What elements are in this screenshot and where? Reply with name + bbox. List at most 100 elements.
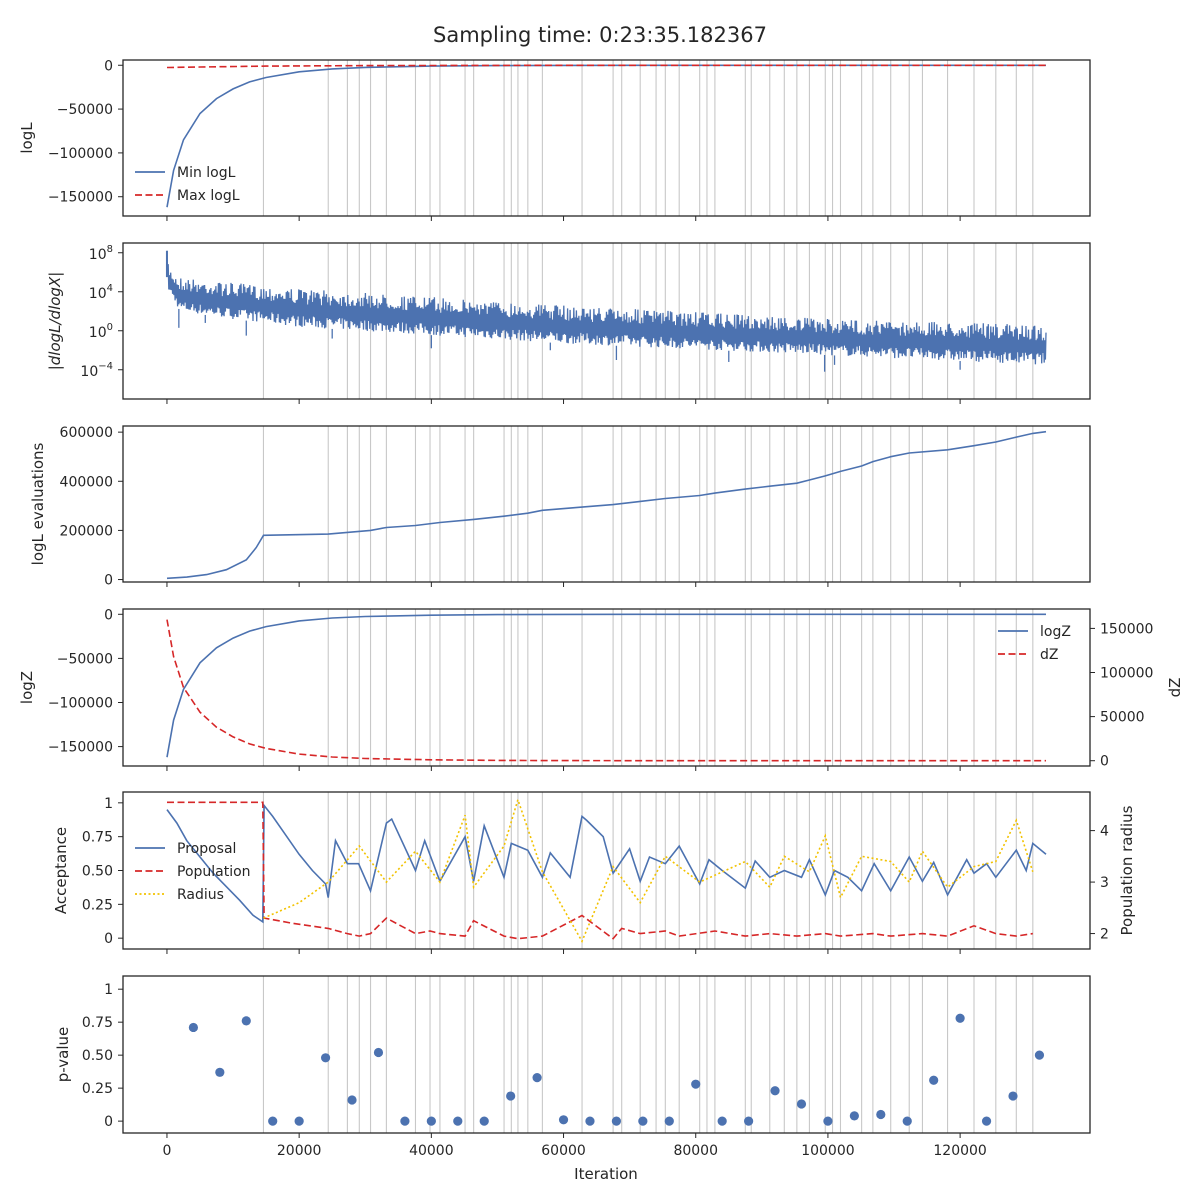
y-right-tick-label: 100000: [1100, 666, 1153, 682]
y-tick-label: 400000: [60, 474, 113, 490]
y-tick-label: 0.50: [82, 864, 113, 880]
y-tick-label: −50000: [57, 651, 113, 667]
data-point: [506, 1091, 516, 1101]
data-point: [558, 1115, 569, 1125]
y-axis-label-right: Population radius: [1118, 805, 1136, 935]
chart-panel-accept: 2 3 4 Population radius 0 0.25 0.50 0.75 1 Accept…: [52, 791, 1136, 954]
legend-label: Proposal: [177, 841, 236, 857]
y-axis-label: Acceptance: [52, 827, 70, 914]
y-tick-label: −100000: [48, 146, 113, 162]
chart-panel-loglike: 0 −50000 −100000 −150000 logL Min logL Max log…: [18, 58, 1091, 221]
x-axis-label: Iteration: [574, 1165, 638, 1183]
y-tick-label: 0.75: [82, 1015, 113, 1031]
data-point: [1008, 1091, 1018, 1101]
legend-label: dZ: [1040, 647, 1058, 663]
y-tick-label: 0.75: [82, 830, 113, 846]
x-tick-label: 60000: [541, 1143, 586, 1159]
y-tick-label: 0: [104, 1114, 113, 1130]
chart-panel-dlogl: 108 104 100 10−4 |dlogL/dlogX|: [46, 242, 1091, 404]
legend-label: logZ: [1040, 624, 1071, 640]
series-line-radius: [263, 797, 1034, 944]
y-tick-label: 0.25: [82, 1081, 113, 1097]
data-point: [955, 1013, 965, 1023]
y-tick-label: 0: [104, 931, 113, 947]
y-tick-label: 600000: [60, 425, 113, 441]
y-axis-label: logZ: [18, 671, 36, 704]
data-point: [691, 1079, 701, 1089]
legend-label: Max logL: [177, 188, 240, 204]
y-right-tick-label: 50000: [1100, 710, 1145, 726]
y-tick-label: 1: [104, 982, 113, 998]
series-line-dz: [166, 619, 1046, 762]
data-point: [876, 1109, 886, 1120]
panel-frame: [122, 425, 1091, 583]
panel-frame: [122, 242, 1091, 400]
data-point: [268, 1116, 278, 1126]
y-tick-label: 108: [89, 244, 113, 263]
y-right-tick-label: 150000: [1100, 621, 1153, 637]
data-point: [215, 1067, 225, 1077]
data-point: [373, 1047, 384, 1058]
data-point: [426, 1116, 436, 1126]
y-right-tick-label: 3: [1100, 875, 1109, 891]
y-tick-label: 1: [104, 796, 113, 812]
y-tick-label: 104: [89, 283, 113, 302]
y-tick-label: −100000: [48, 695, 113, 711]
data-point: [585, 1116, 595, 1126]
legend-label: Radius: [177, 887, 224, 903]
data-point: [188, 1022, 198, 1033]
x-tick-label: 80000: [673, 1143, 718, 1159]
chart-panel-evals: 0 200000 400000 600000 logL evaluations: [29, 425, 1091, 589]
data-point: [981, 1116, 992, 1126]
figure-title: Sampling time: 0:23:35.182367: [433, 23, 767, 47]
data-point: [823, 1116, 833, 1126]
y-tick-label: 0: [104, 573, 113, 589]
y-axis-label: p-value: [54, 1027, 72, 1083]
chart-panel-pvalue: 0 0.25 0.50 0.75 1 0 20000 40000 60000 80000 10000…: [54, 975, 1091, 1159]
y-axis-label-right: dZ: [1166, 678, 1184, 698]
data-point: [1034, 1050, 1045, 1060]
data-point: [400, 1116, 410, 1126]
panel-frame: [122, 975, 1091, 1134]
series-line-dlogl: [166, 250, 1047, 365]
legend-label: Min logL: [177, 165, 236, 181]
y-right-tick-label: 0: [1100, 754, 1109, 770]
data-point: [347, 1095, 357, 1105]
y-right-tick-label: 4: [1100, 824, 1109, 840]
y-tick-label: 0.25: [82, 897, 113, 913]
data-point: [717, 1116, 727, 1126]
series-line-evals: [166, 430, 1047, 580]
x-tick-label: 40000: [409, 1143, 454, 1159]
data-point: [294, 1116, 304, 1126]
data-point: [929, 1075, 939, 1085]
data-point: [770, 1086, 780, 1096]
panel-frame: [122, 59, 1091, 217]
y-tick-label: −50000: [57, 102, 113, 118]
y-axis-label: |dlogL/dlogX|: [46, 272, 64, 371]
y-tick-label: −150000: [48, 190, 113, 206]
data-point: [479, 1116, 489, 1126]
series-line-logz: [166, 613, 1046, 758]
data-point: [611, 1116, 622, 1126]
series-line-proposal: [166, 803, 1047, 924]
data-point: [453, 1116, 463, 1126]
y-tick-label: 0: [104, 607, 113, 623]
data-point: [902, 1116, 912, 1126]
data-point: [849, 1111, 859, 1121]
data-point: [241, 1016, 251, 1026]
y-axis-label: logL evaluations: [29, 442, 47, 565]
y-tick-label: 200000: [60, 523, 113, 539]
y-tick-label: 0.50: [82, 1048, 113, 1064]
data-point: [744, 1116, 754, 1126]
panel-frame: [122, 791, 1091, 950]
data-point: [320, 1053, 331, 1063]
data-point: [532, 1072, 542, 1083]
data-point: [664, 1116, 674, 1126]
panel-frame: [122, 608, 1091, 767]
y-right-tick-label: 2: [1100, 927, 1109, 943]
x-tick-label: 120000: [933, 1143, 986, 1159]
series-line-population: [167, 801, 1033, 940]
series-line-min-logl: [166, 64, 1046, 208]
y-tick-label: 100: [89, 322, 113, 341]
